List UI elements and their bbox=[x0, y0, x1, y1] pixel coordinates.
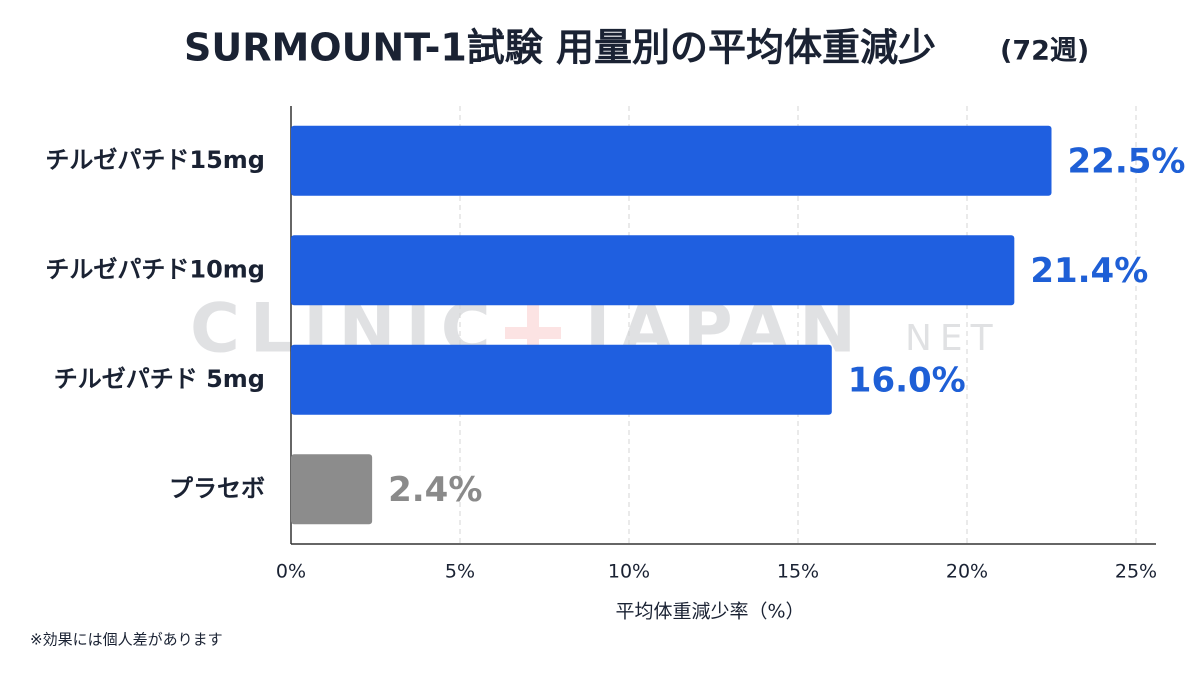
x-tick-label: 20% bbox=[946, 561, 988, 583]
bar bbox=[291, 344, 832, 415]
data-label: 21.4% bbox=[1030, 251, 1148, 291]
bar bbox=[291, 235, 1015, 306]
y-tick-label: チルゼパチド15mg bbox=[45, 146, 265, 174]
watermark-plus bbox=[505, 327, 561, 339]
x-axis-label: 平均体重減少率（%） bbox=[615, 601, 804, 623]
y-tick-label: チルゼパチド10mg bbox=[45, 255, 265, 283]
chart-title-suffix: (72週) bbox=[1000, 36, 1089, 67]
x-tick-label: 10% bbox=[608, 561, 650, 583]
data-label: 16.0% bbox=[848, 360, 966, 400]
y-tick-label: プラセボ bbox=[169, 474, 265, 502]
chart-title: SURMOUNT-1試験 用量別の平均体重減少 bbox=[184, 26, 936, 70]
x-tick-label: 25% bbox=[1115, 561, 1157, 583]
x-tick-label: 5% bbox=[445, 561, 475, 583]
bar bbox=[291, 454, 373, 525]
note: ※効果には個人差があります bbox=[30, 631, 223, 649]
x-tick-label: 0% bbox=[276, 561, 306, 583]
watermark-text: NET bbox=[905, 318, 1001, 359]
y-tick-label: チルゼパチド 5mg bbox=[54, 365, 265, 393]
bar bbox=[291, 125, 1052, 196]
data-label: 22.5% bbox=[1068, 141, 1186, 181]
x-tick-label: 15% bbox=[777, 561, 819, 583]
data-label: 2.4% bbox=[388, 470, 482, 510]
